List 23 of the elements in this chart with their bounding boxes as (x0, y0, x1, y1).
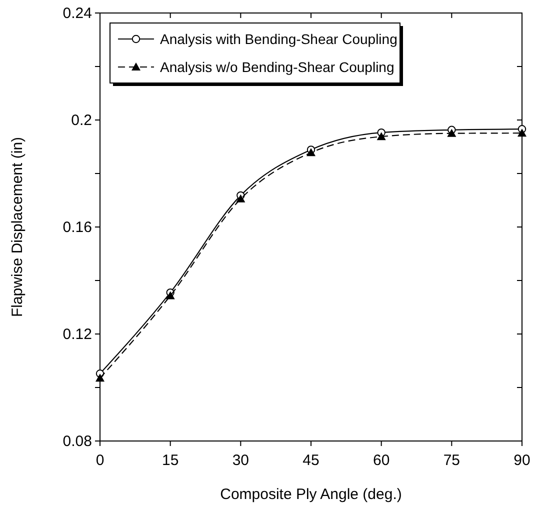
point (376, 132, 386, 140)
point (306, 148, 316, 156)
point (518, 128, 526, 137)
y-tick-label: 0.12 (62, 326, 92, 343)
legend-label: Analysis w/o Bending-Shear Coupling (160, 59, 394, 75)
x-tick-label: 30 (232, 452, 250, 469)
point (166, 291, 175, 300)
x-tick-label: 15 (162, 452, 179, 469)
x-tick-label: 0 (96, 452, 104, 469)
legend-label: Analysis with Bending-Shear Coupling (160, 31, 398, 47)
y-tick-label: 0.16 (62, 219, 92, 236)
y-tick-label: 0.24 (62, 5, 92, 22)
point (236, 194, 246, 202)
y-axis-title: Flapwise Displacement (in) (9, 136, 26, 318)
point (447, 128, 456, 137)
x-tick-label: 45 (302, 452, 320, 469)
x-tick-label: 75 (443, 452, 460, 469)
x-axis-title: Composite Ply Angle (deg.) (220, 486, 402, 503)
x-tick-label: 60 (372, 452, 390, 469)
point (96, 374, 104, 382)
y-tick-label: 0.08 (62, 433, 92, 450)
y-tick-label: 0.2 (71, 112, 92, 129)
x-tick-label: 90 (514, 452, 530, 469)
